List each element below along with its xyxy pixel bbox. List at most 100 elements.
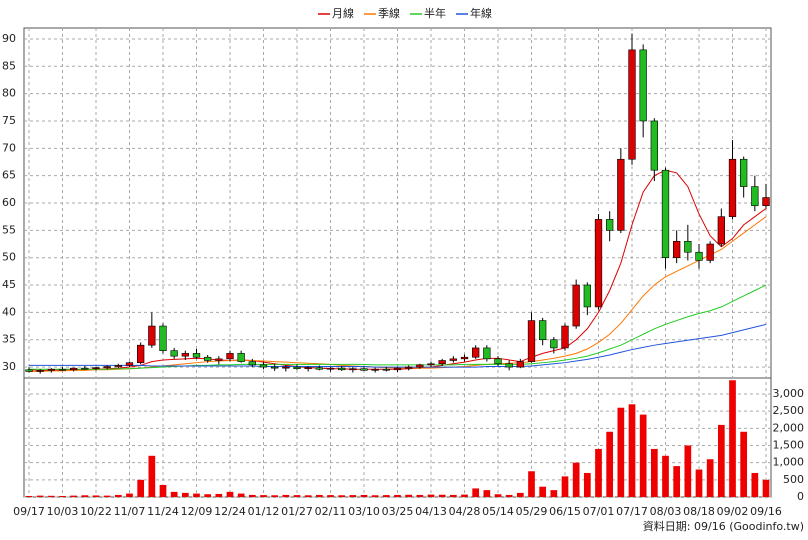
candle-body	[226, 353, 234, 360]
y2-tick-label: 1,000	[773, 456, 805, 469]
candle-body	[472, 347, 480, 358]
candle-body	[92, 367, 100, 370]
x-tick-label: 12/24	[214, 505, 246, 518]
x-tick-label: 09/02	[717, 505, 749, 518]
volume-bar	[59, 495, 66, 497]
candle-body	[271, 366, 279, 369]
y-tick-label: 60	[2, 196, 16, 209]
candle-body	[594, 219, 603, 308]
y-tick-label: 30	[2, 360, 16, 373]
candle-body	[717, 216, 725, 245]
volume-bar	[673, 466, 681, 497]
volume-bar	[126, 493, 133, 497]
candle-body	[416, 364, 424, 368]
volume-bar	[427, 494, 435, 497]
candle-body	[237, 353, 245, 362]
candle-body	[259, 364, 268, 368]
volume-bar	[382, 495, 390, 497]
candle-body	[483, 347, 491, 360]
volume-bar	[483, 490, 491, 497]
candle-body	[539, 320, 547, 341]
candle-body	[103, 366, 111, 368]
volume-bar	[103, 495, 111, 497]
volume-bar	[516, 492, 524, 497]
volume-bar	[47, 495, 55, 497]
x-tick-label: 10/22	[80, 505, 112, 518]
volume-bar	[472, 488, 480, 497]
legend-label: 半年	[424, 6, 446, 20]
volume-bar	[405, 494, 413, 497]
x-tick-label: 07/01	[583, 505, 615, 518]
volume-bar	[215, 493, 223, 497]
candle-body	[114, 365, 122, 367]
legend-label: 季線	[378, 6, 400, 20]
y2-tick-label: 500	[783, 473, 804, 486]
candle-body	[215, 358, 223, 361]
volume-bar	[70, 495, 78, 497]
candle-body	[47, 368, 55, 371]
x-tick-label: 04/13	[415, 505, 447, 518]
volume-bar	[695, 469, 703, 497]
y-tick-label: 40	[2, 305, 16, 318]
candle-body	[36, 370, 44, 372]
volume-bar	[360, 494, 368, 497]
candle-body	[248, 361, 256, 366]
volume-bar	[762, 479, 770, 497]
x-tick-label: 06/15	[549, 505, 581, 518]
ma-line	[29, 284, 767, 370]
candle-body	[81, 367, 89, 370]
y-tick-label: 75	[2, 114, 16, 127]
x-tick-label: 05/29	[516, 505, 548, 518]
volume-bar	[204, 494, 212, 497]
y-tick-label: 65	[2, 169, 16, 182]
candle-body	[393, 367, 402, 371]
candle-body	[650, 120, 658, 171]
candle-body	[706, 243, 714, 261]
x-tick-label: 08/18	[683, 505, 715, 518]
y2-tick-label: 1,500	[773, 438, 805, 451]
volume-bar	[494, 494, 502, 497]
candle-body	[204, 356, 212, 361]
candle-body	[449, 358, 457, 361]
candle-body	[740, 158, 748, 187]
volume-bar	[137, 479, 145, 497]
candle-body	[405, 366, 413, 369]
volume-bar	[751, 472, 759, 497]
x-tick-label: 09/17	[13, 505, 45, 518]
x-tick-label: 05/14	[482, 505, 514, 518]
x-tick-label: 08/03	[650, 505, 682, 518]
legend-label: 年線	[470, 6, 492, 20]
y2-tick-label: 2,000	[773, 421, 805, 434]
candle-body	[349, 368, 357, 371]
volume-bar	[293, 495, 301, 497]
candle-body	[159, 325, 167, 351]
x-tick-label: 09/16	[750, 505, 782, 518]
legend-label: 月線	[332, 6, 354, 20]
candle-body	[751, 186, 759, 207]
volume-bar	[706, 459, 714, 497]
volume-bar	[595, 448, 602, 497]
y-tick-label: 35	[2, 333, 16, 346]
volume-bar	[617, 407, 625, 497]
volume-bar	[181, 492, 189, 497]
candle-body	[293, 366, 301, 370]
volume-bar	[461, 494, 468, 497]
volume-bar	[550, 490, 558, 497]
candle-body	[606, 219, 614, 231]
volume-bar	[662, 455, 669, 497]
candle-body	[315, 367, 323, 370]
x-tick-label: 04/28	[449, 505, 481, 518]
volume-bar	[528, 471, 535, 497]
volume-bar	[327, 495, 334, 497]
volume-bar	[650, 448, 658, 497]
candle-body	[382, 368, 390, 371]
x-tick-label: 11/07	[114, 505, 146, 518]
volume-bar	[315, 494, 323, 497]
candle-body	[371, 368, 379, 371]
volume-bar	[371, 495, 379, 497]
candle-body	[728, 158, 737, 217]
x-tick-label: 07/17	[616, 505, 648, 518]
volume-bar	[438, 494, 446, 497]
volume-bar	[282, 494, 290, 497]
